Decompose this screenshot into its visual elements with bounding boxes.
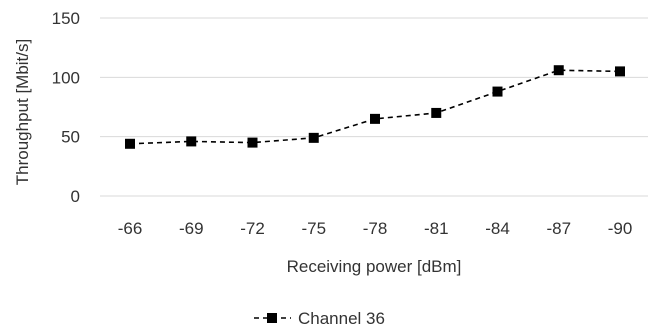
x-axis-ticks: -66 -69 -72 -75 -78 -81 -84 -87 -90 xyxy=(118,219,633,238)
legend-label: Channel 36 xyxy=(298,309,385,328)
data-point xyxy=(186,136,197,147)
data-point xyxy=(247,137,258,148)
y-tick-label: 150 xyxy=(52,9,80,28)
x-tick-label: -72 xyxy=(240,219,265,238)
x-tick-label: -69 xyxy=(179,219,204,238)
legend-marker xyxy=(267,313,277,323)
data-point xyxy=(370,113,380,124)
data-point xyxy=(125,138,135,149)
x-tick-label: -78 xyxy=(363,219,388,238)
series-channel-36 xyxy=(125,65,625,149)
y-tick-label: 100 xyxy=(52,68,80,87)
data-point xyxy=(431,107,442,118)
x-tick-label: -75 xyxy=(301,219,326,238)
x-tick-label: -90 xyxy=(608,219,633,238)
legend: Channel 36 xyxy=(254,309,385,328)
series-line xyxy=(129,69,621,145)
x-tick-label: -87 xyxy=(546,219,571,238)
x-axis-title: Receiving power [dBm] xyxy=(287,257,462,276)
data-point xyxy=(492,86,503,97)
y-tick-label: 0 xyxy=(71,187,80,206)
gridlines xyxy=(100,17,648,197)
y-axis-ticks: 0 50 100 150 xyxy=(52,9,80,206)
x-tick-label: -84 xyxy=(485,219,510,238)
x-tick-label: -81 xyxy=(424,219,449,238)
data-point xyxy=(615,66,625,77)
data-point xyxy=(308,132,319,143)
data-point xyxy=(553,65,564,76)
y-tick-label: 50 xyxy=(61,128,80,147)
y-axis-title: Throughput [Mbit/s] xyxy=(13,39,32,185)
x-tick-label: -66 xyxy=(118,219,143,238)
